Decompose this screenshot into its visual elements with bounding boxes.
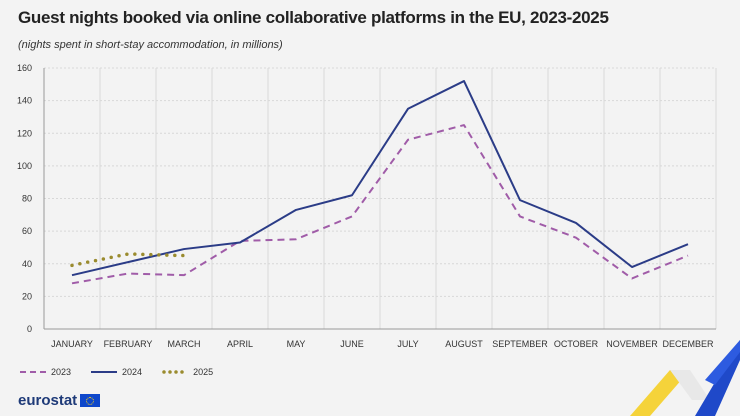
x-tick-label: FEBRUARY [104, 339, 153, 349]
y-tick-label: 60 [22, 226, 32, 236]
y-tick-label: 0 [27, 324, 32, 334]
x-tick-label: APRIL [227, 339, 253, 349]
x-tick-label: NOVEMBER [606, 339, 658, 349]
x-tick-label: OCTOBER [554, 339, 599, 349]
legend-swatch-2023 [20, 371, 46, 373]
chart-title: Guest nights booked via online collabora… [18, 8, 609, 27]
legend-label: 2025 [193, 367, 214, 377]
y-tick-label: 20 [22, 291, 32, 301]
x-tick-label: JULY [397, 339, 418, 349]
legend-swatch-2025 [162, 370, 189, 374]
eu-flag-icon [80, 394, 101, 407]
decorative-stripes-icon [630, 340, 740, 416]
series-line-2024 [71, 80, 689, 277]
y-tick-label: 160 [17, 63, 32, 73]
eurostat-logo: eurostat [18, 392, 101, 409]
y-tick-label: 120 [17, 128, 32, 138]
x-tick-label: AUGUST [445, 339, 483, 349]
y-tick-label: 40 [22, 259, 32, 269]
legend-label: 2023 [51, 367, 72, 377]
logo-text: eurostat [18, 392, 78, 409]
chart-subtitle: (nights spent in short-stay accommodatio… [18, 39, 283, 51]
legend-item-2024[interactable]: 2024 [91, 367, 142, 377]
series-line-2023 [71, 124, 689, 285]
legend-item-2023[interactable]: 2023 [20, 367, 71, 377]
x-tick-label: SEPTEMBER [492, 339, 548, 349]
x-tick-label: MAY [287, 339, 306, 349]
x-tick-label: JANUARY [51, 339, 93, 349]
series-line-2025 [70, 252, 186, 268]
x-tick-label: DECEMBER [662, 339, 714, 349]
legend-swatch-2024 [91, 371, 118, 373]
legend-label: 2024 [122, 367, 143, 377]
x-tick-label: MARCH [168, 339, 201, 349]
y-tick-label: 80 [22, 194, 32, 204]
y-tick-label: 140 [17, 96, 32, 106]
y-tick-label: 100 [17, 161, 32, 171]
x-tick-label: JUNE [340, 339, 364, 349]
legend-item-2025[interactable]: 2025 [162, 367, 213, 377]
legend: 2023 2024 2025 [20, 367, 213, 377]
